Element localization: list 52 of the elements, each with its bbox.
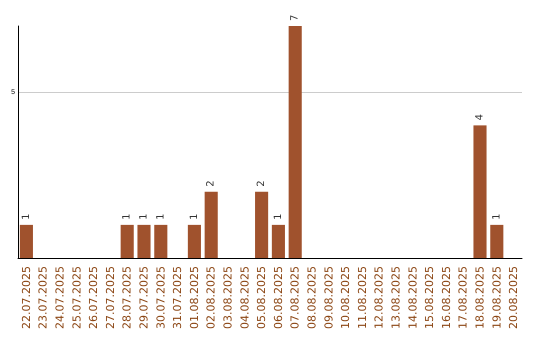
data-label: 1 xyxy=(272,214,284,220)
x-tick-label: 26.07.2025 xyxy=(87,266,100,330)
x-tick-label: 27.07.2025 xyxy=(104,266,117,330)
bar xyxy=(20,224,33,258)
bar xyxy=(473,125,487,258)
bar xyxy=(120,224,134,258)
x-tick-label: 07.08.2025 xyxy=(288,266,302,330)
x-tick-label: 20.08.2025 xyxy=(507,266,520,330)
x-tick-label: 12.08.2025 xyxy=(372,266,386,330)
x-tick-label: 19.08.2025 xyxy=(490,266,504,330)
x-tick-label: 25.07.2025 xyxy=(70,266,84,330)
data-label: 1 xyxy=(491,214,502,220)
x-tick-label: 01.08.2025 xyxy=(188,266,201,330)
data-label: 2 xyxy=(256,180,268,187)
x-tick-label: 31.07.2025 xyxy=(171,266,184,330)
x-tick-label: 04.08.2025 xyxy=(238,266,252,330)
data-label: 1 xyxy=(20,214,32,220)
bar xyxy=(490,224,504,258)
bar xyxy=(255,192,268,258)
x-tick-label: 15.08.2025 xyxy=(423,266,436,330)
x-tick-label: 08.08.2025 xyxy=(306,266,318,330)
x-tick-label: 17.08.2025 xyxy=(456,266,470,330)
data-label: 2 xyxy=(206,180,217,187)
x-tick-label: 14.08.2025 xyxy=(406,266,420,330)
data-label: 1 xyxy=(138,214,150,220)
data-label: 1 xyxy=(188,214,200,220)
data-label: 1 xyxy=(155,214,166,220)
x-tick-label: 05.08.2025 xyxy=(255,266,268,330)
data-label: 4 xyxy=(474,114,486,120)
x-tick-label: 29.07.2025 xyxy=(138,266,150,330)
x-tick-label: 09.08.2025 xyxy=(322,266,336,330)
x-tick-label: 10.08.2025 xyxy=(339,266,352,330)
bar xyxy=(272,224,285,258)
x-tick-label: 02.08.2025 xyxy=(204,266,218,330)
bar xyxy=(288,26,302,258)
x-tick-label: 22.07.2025 xyxy=(20,266,33,330)
x-tick-label: 18.08.2025 xyxy=(474,266,486,330)
x-tick-label: 23.07.2025 xyxy=(36,266,50,330)
x-tick-label: 28.07.2025 xyxy=(120,266,134,330)
x-tick-label: 06.08.2025 xyxy=(272,266,285,330)
bar xyxy=(204,192,218,258)
x-tick-label: 16.08.2025 xyxy=(440,266,453,330)
bar xyxy=(154,224,168,258)
x-tick-label: 03.08.2025 xyxy=(222,266,234,330)
bar xyxy=(188,224,201,258)
x-tick-label: 30.07.2025 xyxy=(154,266,168,330)
x-tick-label: 11.08.2025 xyxy=(356,266,369,330)
data-label: 1 xyxy=(122,214,133,220)
bar xyxy=(137,224,151,258)
data-label: 7 xyxy=(290,14,301,21)
x-tick-label: 13.08.2025 xyxy=(390,266,402,330)
x-tick-label: 24.07.2025 xyxy=(54,266,66,330)
